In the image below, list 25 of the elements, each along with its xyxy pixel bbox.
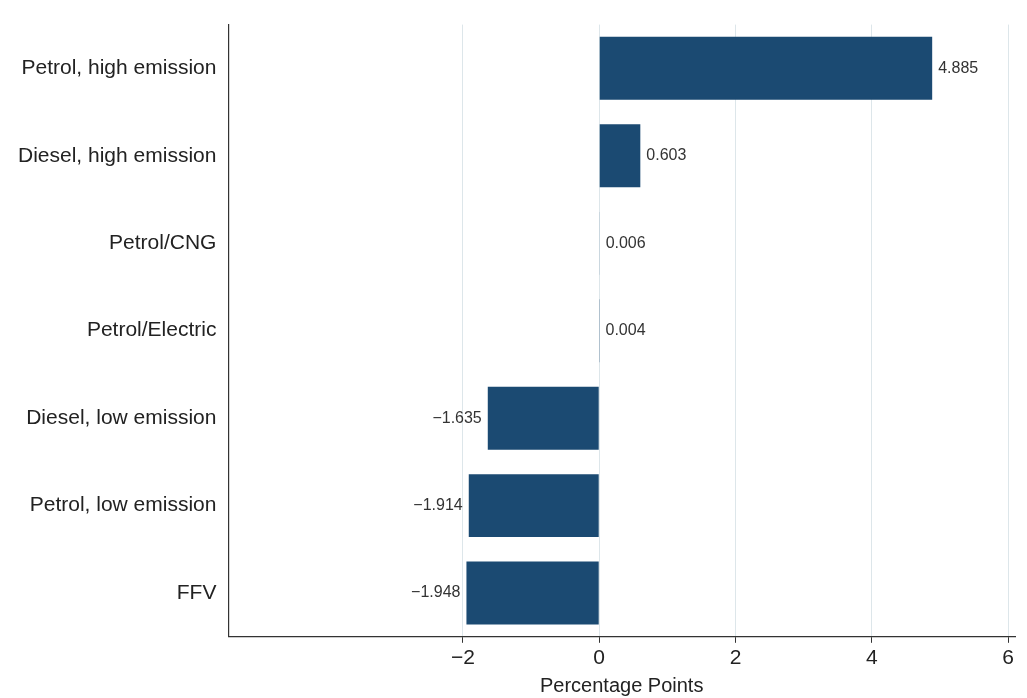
bar bbox=[468, 474, 599, 538]
bar bbox=[599, 36, 933, 100]
y-tick-label: Petrol, low emission bbox=[29, 492, 217, 516]
y-tick-label: Diesel, low emission bbox=[26, 404, 217, 428]
data-label: 0.603 bbox=[646, 146, 687, 164]
data-label: −1.635 bbox=[432, 408, 482, 426]
x-tick-label: 4 bbox=[866, 645, 879, 669]
y-tick-label: Petrol/Electric bbox=[86, 317, 217, 341]
bar bbox=[466, 561, 599, 625]
x-tick-label: 2 bbox=[729, 645, 742, 669]
y-tick-label: Petrol, high emission bbox=[21, 55, 217, 79]
data-label: 0.006 bbox=[605, 233, 646, 251]
bar bbox=[599, 124, 641, 188]
y-tick-label: Petrol/CNG bbox=[109, 230, 217, 254]
bar bbox=[487, 386, 599, 450]
x-axis-title: Percentage Points bbox=[539, 673, 704, 696]
data-label: 0.004 bbox=[605, 321, 646, 339]
x-tick-label: 6 bbox=[1002, 645, 1015, 669]
x-tick-label: 0 bbox=[593, 645, 606, 669]
y-tick-label: Diesel, high emission bbox=[17, 142, 217, 166]
data-label: 4.885 bbox=[938, 58, 979, 76]
data-label: −1.948 bbox=[411, 583, 461, 601]
y-tick-label: FFV bbox=[176, 579, 217, 603]
x-tick-label: −2 bbox=[450, 645, 475, 669]
data-label: −1.914 bbox=[413, 496, 463, 514]
